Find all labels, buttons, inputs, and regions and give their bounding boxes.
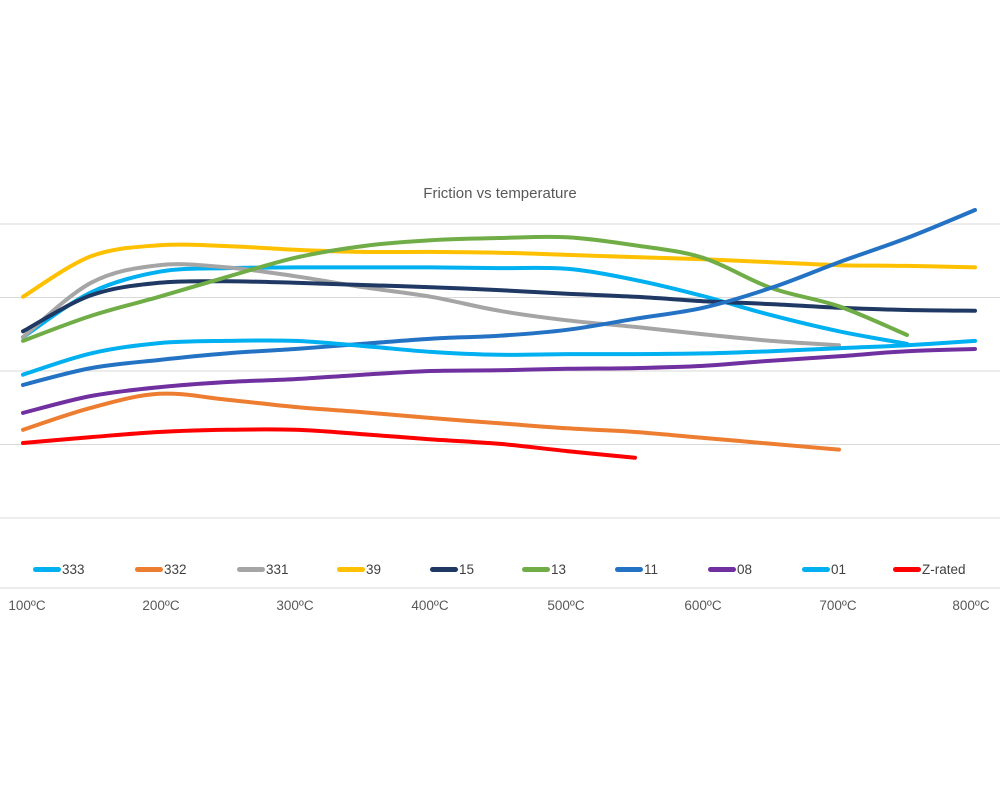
legend-label-333: 333 bbox=[62, 561, 85, 577]
legend-swatch-15 bbox=[430, 566, 458, 572]
legend-swatch-01 bbox=[802, 566, 830, 572]
legend-label-11: 11 bbox=[644, 561, 659, 577]
x-tick-label-600ºC: 600ºC bbox=[684, 598, 722, 613]
legend-swatch-333 bbox=[33, 566, 61, 572]
legend-label-08: 08 bbox=[737, 561, 753, 577]
legend-item-13: 13 bbox=[522, 561, 566, 577]
legend-item-332: 332 bbox=[135, 561, 187, 577]
series-line-11 bbox=[21, 208, 977, 387]
legend-item-15: 15 bbox=[430, 561, 474, 577]
series-line-13 bbox=[21, 234, 909, 343]
legend-swatch-13 bbox=[522, 566, 550, 572]
legend-label-331: 331 bbox=[266, 561, 289, 577]
series-line-331 bbox=[21, 262, 841, 348]
series-line-08 bbox=[21, 347, 977, 415]
legend-item-Z-rated: Z-rated bbox=[893, 561, 966, 577]
x-tick-label-800ºC: 800ºC bbox=[952, 598, 990, 613]
legend-swatch-39 bbox=[337, 566, 365, 572]
chart-title: Friction vs temperature bbox=[423, 185, 577, 202]
series-line-332 bbox=[21, 391, 841, 452]
legend-item-08: 08 bbox=[708, 561, 752, 577]
x-tick-label-700ºC: 700ºC bbox=[819, 598, 857, 613]
gridlines bbox=[0, 223, 1000, 589]
legend-item-01: 01 bbox=[802, 561, 846, 577]
x-tick-label-400ºC: 400ºC bbox=[411, 598, 449, 613]
legend-label-39: 39 bbox=[366, 561, 382, 577]
series-line-15 bbox=[21, 279, 977, 334]
legend-item-11: 11 bbox=[615, 561, 658, 577]
x-tick-label-500ºC: 500ºC bbox=[547, 598, 585, 613]
x-tick-label-100ºC: 100ºC bbox=[8, 598, 46, 613]
legend-label-15: 15 bbox=[459, 561, 475, 577]
legend-label-13: 13 bbox=[551, 561, 567, 577]
legend-swatch-332 bbox=[135, 566, 163, 572]
x-tick-label-300ºC: 300ºC bbox=[276, 598, 314, 613]
series-line-01 bbox=[21, 338, 977, 377]
legend-item-333: 333 bbox=[33, 561, 85, 577]
series-line-39 bbox=[21, 242, 977, 299]
series-line-Z-rated bbox=[21, 427, 637, 460]
legend-swatch-08 bbox=[708, 566, 736, 572]
legend-label-01: 01 bbox=[831, 561, 847, 577]
legend-label-332: 332 bbox=[164, 561, 187, 577]
series-lines bbox=[21, 208, 977, 460]
legend-swatch-331 bbox=[237, 566, 265, 572]
legend-label-Z-rated: Z-rated bbox=[922, 561, 966, 577]
legend-item-331: 331 bbox=[237, 561, 289, 577]
series-line-333 bbox=[21, 265, 909, 346]
legend-swatch-Z-rated bbox=[893, 566, 921, 572]
legend-swatch-11 bbox=[615, 566, 643, 572]
x-tick-label-200ºC: 200ºC bbox=[142, 598, 180, 613]
legend-item-39: 39 bbox=[337, 561, 381, 577]
